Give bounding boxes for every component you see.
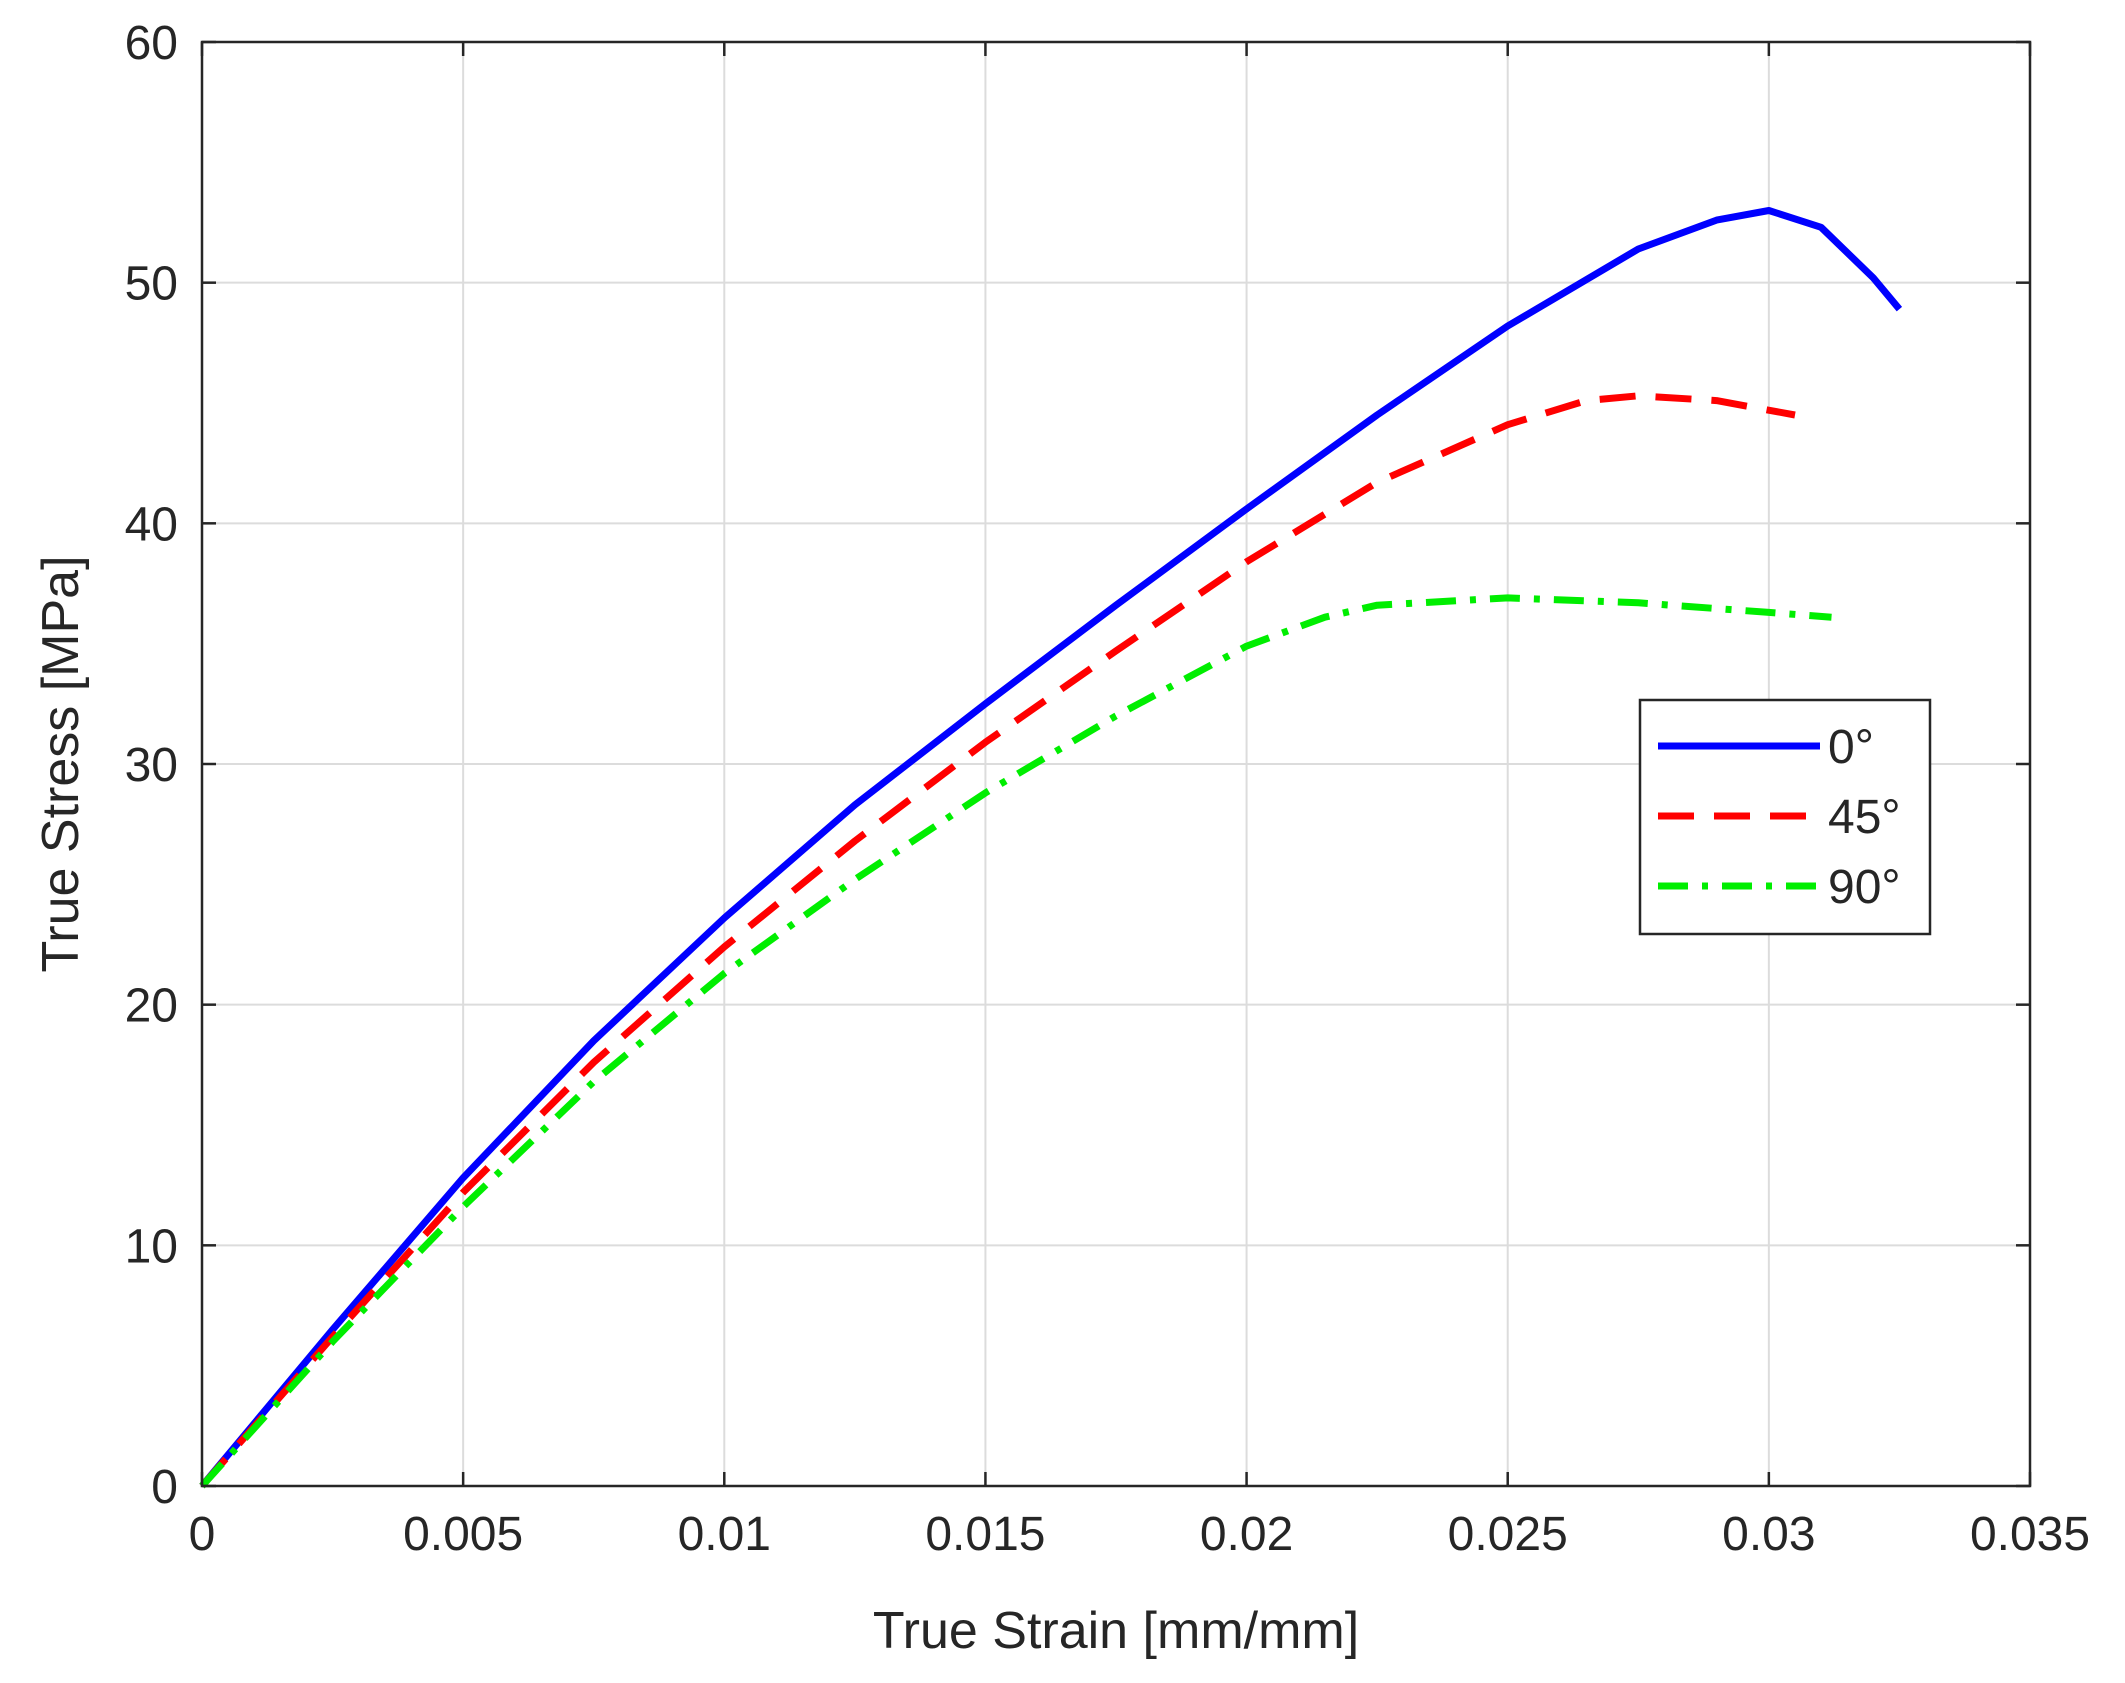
x-tick-label: 0.035 (1970, 1508, 2090, 1561)
data-series (199, 207, 1903, 1489)
y-tick-label: 10 (125, 1220, 178, 1273)
series-line-0 (199, 207, 1903, 1489)
y-tick-label: 40 (125, 498, 178, 551)
y-tick-label: 20 (125, 980, 178, 1033)
x-tick-label: 0.02 (1200, 1508, 1293, 1561)
y-tick-label: 50 (125, 258, 178, 311)
x-tick-label: 0 (189, 1508, 216, 1561)
legend: 0° 45° 90° (1638, 698, 1932, 936)
axis-ticks: 0 0.005 0.01 0.015 0.02 0.025 0.03 0.035 0 10 20 30… (125, 17, 2090, 1561)
x-tick-label: 0.01 (678, 1508, 771, 1561)
x-tick-label: 0.025 (1448, 1508, 1568, 1561)
y-tick-label: 60 (125, 17, 178, 70)
y-axis-label: True Stress [MPa] (32, 555, 90, 972)
legend-label-0: 0° (1828, 721, 1874, 774)
series-line-1 (199, 392, 1796, 1489)
x-tick-label: 0.03 (1722, 1508, 1815, 1561)
x-tick-label: 0.015 (925, 1508, 1045, 1561)
legend-label-2: 90° (1828, 861, 1901, 914)
x-tick-label: 0.005 (403, 1508, 523, 1561)
y-tick-label: 30 (125, 739, 178, 792)
grid-lines (202, 42, 2030, 1486)
y-tick-label: 0 (151, 1461, 178, 1514)
x-axis-label: True Strain [mm/mm] (873, 1602, 1359, 1660)
legend-label-1: 45° (1828, 791, 1901, 844)
series-line-2 (199, 594, 1832, 1489)
